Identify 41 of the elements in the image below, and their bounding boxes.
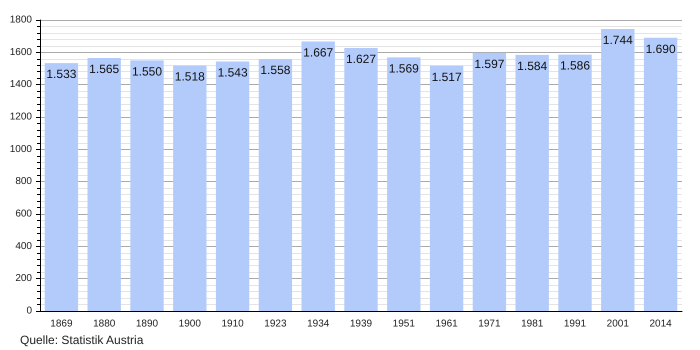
x-tick-label: 1934 bbox=[307, 318, 330, 330]
data-label: 1.690 bbox=[646, 42, 676, 56]
y-tick-label: 0 bbox=[26, 306, 32, 316]
data-label: 1.586 bbox=[560, 58, 590, 73]
data-label: 1.543 bbox=[218, 66, 248, 80]
data-label: 1.744 bbox=[602, 33, 634, 48]
x-tick-label: 1880 bbox=[93, 318, 116, 330]
x-tick-label: 1971 bbox=[478, 318, 501, 330]
y-tick-label: 600 bbox=[15, 208, 32, 220]
y-tick-label: 800 bbox=[15, 176, 32, 188]
y-tick-label: 1600 bbox=[10, 46, 32, 58]
y-tick-label: 1800 bbox=[10, 14, 32, 26]
data-label: 1.565 bbox=[89, 62, 120, 76]
x-tick-label: 1981 bbox=[521, 318, 544, 330]
source-note: Quelle: Statistik Austria bbox=[20, 333, 144, 347]
x-tick-label: 1991 bbox=[564, 318, 587, 330]
x-tick-label: 1939 bbox=[350, 318, 373, 330]
x-tick-label: 1900 bbox=[178, 318, 202, 330]
data-label: 1.533 bbox=[46, 67, 77, 82]
y-tick-label: 200 bbox=[15, 273, 32, 284]
x-tick-label: 2001 bbox=[606, 318, 630, 330]
y-tick-label: 1000 bbox=[10, 144, 32, 155]
data-label: 1.517 bbox=[432, 70, 462, 84]
y-tick-label: 1400 bbox=[10, 79, 32, 90]
x-tick-label: 1951 bbox=[392, 318, 416, 330]
data-label: 1.569 bbox=[388, 61, 420, 76]
y-tick-label: 400 bbox=[15, 240, 32, 252]
data-label: 1.627 bbox=[346, 52, 376, 66]
data-label: 1.518 bbox=[174, 70, 206, 84]
x-tick-label: 1910 bbox=[221, 318, 244, 330]
x-tick-label: 1890 bbox=[136, 318, 159, 330]
x-tick-label: 1961 bbox=[435, 318, 458, 330]
data-label: 1.558 bbox=[260, 63, 291, 78]
y-tick-label: 1200 bbox=[10, 112, 32, 122]
data-label: 1.550 bbox=[132, 64, 162, 78]
data-label: 1.597 bbox=[474, 56, 505, 71]
data-label: 1.584 bbox=[517, 58, 548, 73]
x-tick-label: 2014 bbox=[649, 318, 672, 330]
data-label: 1.667 bbox=[303, 46, 334, 60]
x-tick-label: 1923 bbox=[264, 318, 287, 330]
x-tick-label: 1869 bbox=[50, 318, 73, 330]
